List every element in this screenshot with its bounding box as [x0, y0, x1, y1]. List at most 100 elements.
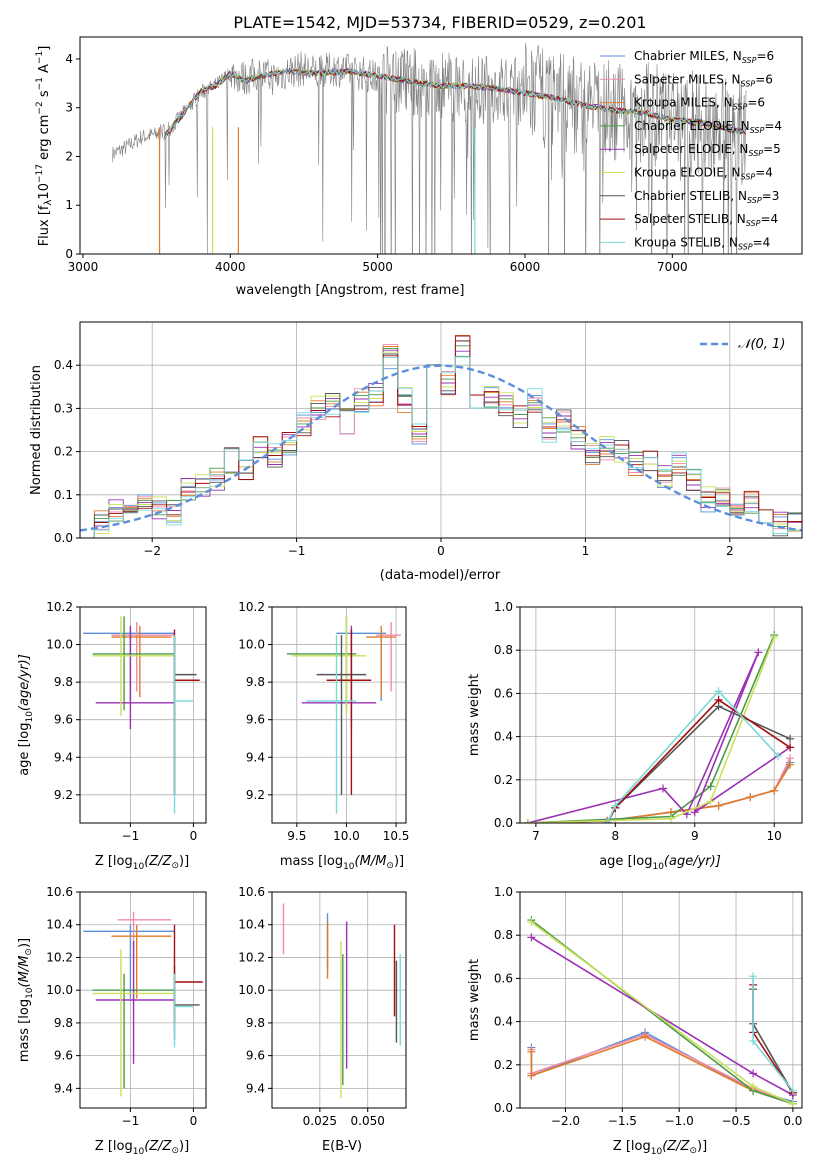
plot-area: [112, 43, 747, 254]
x-tick-label: 8: [612, 829, 620, 843]
x-tick-label: 0.025: [303, 1114, 337, 1128]
y-tick-label: 1.0: [494, 885, 513, 899]
y-tick-label: 10.0: [46, 983, 73, 997]
legend-text: Kroupa ELODIE, N: [634, 166, 741, 180]
legend-subscript: SSP: [748, 149, 763, 158]
axes-frame: [79, 321, 803, 539]
x-tick-label: 0.0: [783, 1114, 802, 1128]
normal-curve: [80, 364, 802, 532]
plot-area: [282, 903, 401, 1099]
y-tick-label: 9.4: [54, 1081, 73, 1095]
massZ-ylabel: mass [log10(M/M⊙)]: [17, 938, 35, 1062]
plot-area: [523, 631, 795, 823]
legend-label: Chabrier STELIB, NSSP=3: [634, 189, 779, 205]
plot-area: [83, 911, 203, 1097]
legend-label: Kroupa STELIB, NSSP=4: [634, 235, 770, 251]
spectrum-xlabel: wavelength [Angstrom, rest frame]: [236, 283, 465, 298]
y-tick-label: 10.6: [238, 885, 265, 899]
data-spectrum: [112, 43, 747, 254]
y-tick-label: 0.4: [494, 1015, 513, 1029]
y-tick-label: 10.0: [238, 983, 265, 997]
massE-xlabel: E(B-V): [322, 1139, 362, 1154]
legend-label: Kroupa ELODIE, NSSP=4: [634, 166, 773, 182]
y-tick-label: 9.2: [246, 788, 265, 802]
legend-label: Salpeter ELODIE, NSSP=5: [634, 142, 781, 158]
legend-subscript: SSP: [742, 56, 757, 65]
legend-text: Chabrier ELODIE, N: [634, 119, 750, 133]
legend-value: =4: [764, 119, 782, 133]
residual-histogram-panel: −2 −1 0 1 2 0.0 0.1 0.2 0.3 0.4 𝒩(0, 1): [54, 321, 803, 558]
legend-subscript: SSP: [746, 219, 761, 228]
legend-text: Chabrier MILES, N: [634, 49, 742, 63]
axes-frame: [79, 36, 803, 255]
weight-line-chabrier-elodie: [527, 634, 775, 823]
y-tick-label: 9.8: [54, 675, 73, 689]
x-tick-label: 7000: [657, 260, 688, 274]
y-tick-label: 0.1: [54, 488, 73, 502]
axes-frame: [271, 891, 407, 1109]
x-tick-label: 10.5: [383, 829, 410, 843]
histogram-step-salpeter-stelib: [80, 335, 802, 538]
y-tick-label: 9.6: [54, 713, 73, 727]
y-tick-label: 10.0: [46, 638, 73, 652]
mass-vs-ebv-panel: 0.025 0.050 9.4 9.6 9.8 10.0 10.2 10.4 10.6: [238, 885, 407, 1128]
legend-value: =6: [756, 49, 774, 63]
axes-frame: [519, 606, 803, 824]
y-tick-label: 9.8: [246, 675, 265, 689]
y-tick-label: 0.6: [494, 971, 513, 985]
legend-label: Chabrier ELODIE, NSSP=4: [634, 119, 782, 135]
y-tick-label: 1.0: [494, 600, 513, 614]
plot-area: [286, 616, 402, 814]
mwAge-xlabel: age [log10(age/yr)]: [599, 854, 721, 872]
legend-value: =4: [755, 166, 773, 180]
mwZ-xlabel: Z [log10(Z/Z⊙)]: [613, 1139, 707, 1157]
y-tick-label: 9.6: [246, 1049, 265, 1063]
legend-label: Salpeter STELIB, NSSP=4: [634, 212, 778, 228]
spectrum-panel: 3000 4000 5000 6000 7000 0 1 2 3 4 Chabrier MILES,…: [65, 36, 803, 274]
y-tick-label: 10.2: [238, 950, 265, 964]
x-tick-label: 9: [691, 829, 699, 843]
histogram-step-kroupa-stelib: [80, 356, 802, 538]
x-tick-label: 3000: [68, 260, 99, 274]
plot-area: [527, 916, 797, 1108]
y-tick-label: 1: [65, 198, 73, 212]
y-tick-label: 9.4: [54, 750, 73, 764]
age-vs-metallicity-panel: −1 0 9.2 9.4 9.6 9.8 10.0 10.2: [46, 600, 207, 843]
legend-text: Kroupa STELIB, N: [634, 235, 738, 249]
legend-value: =3: [762, 189, 780, 203]
x-tick-label: 0: [190, 829, 198, 843]
spectrum-ylabel: Flux [fλ10−17 erg cm−2 s−1 A−1]: [35, 46, 54, 247]
weight-line-salpeter-stelib: [606, 698, 791, 823]
y-tick-label: 10.2: [238, 600, 265, 614]
y-tick-label: 0.8: [494, 643, 513, 657]
axes-frame: [79, 891, 207, 1109]
y-tick-label: 0.2: [54, 445, 73, 459]
y-tick-label: 10.2: [46, 950, 73, 964]
plot-area: [80, 335, 802, 538]
y-tick-label: 9.4: [246, 1081, 265, 1095]
x-tick-label: −1.5: [608, 1114, 637, 1128]
legend-label: Kroupa MILES, NSSP=6: [634, 96, 765, 112]
legend-value: =6: [747, 96, 765, 110]
ageM-xlabel: mass [log10(M/M⊙)]: [280, 854, 404, 872]
x-tick-label: 7: [532, 829, 540, 843]
legend-text: Salpeter STELIB, N: [634, 212, 746, 226]
figure-title: PLATE=1542, MJD=53734, FIBERID=0529, z=0…: [233, 13, 646, 32]
y-tick-label: 9.8: [246, 1016, 265, 1030]
y-tick-label: 9.2: [54, 788, 73, 802]
axes-frame: [271, 606, 407, 824]
x-tick-label: −1: [122, 829, 140, 843]
legend-value: =4: [760, 212, 778, 226]
y-tick-label: 10.6: [46, 885, 73, 899]
y-tick-label: 0.4: [494, 730, 513, 744]
legend-value: =6: [755, 72, 773, 86]
legend-subscript: SSP: [733, 103, 748, 112]
legend-text: Chabrier STELIB, N: [634, 189, 747, 203]
x-tick-label: 10.0: [333, 829, 360, 843]
legend-subscript: SSP: [738, 242, 753, 251]
x-tick-label: 2: [726, 544, 734, 558]
y-tick-label: 0.4: [54, 358, 73, 372]
x-tick-label: 1: [582, 544, 590, 558]
legend-label: Chabrier MILES, NSSP=6: [634, 49, 774, 65]
